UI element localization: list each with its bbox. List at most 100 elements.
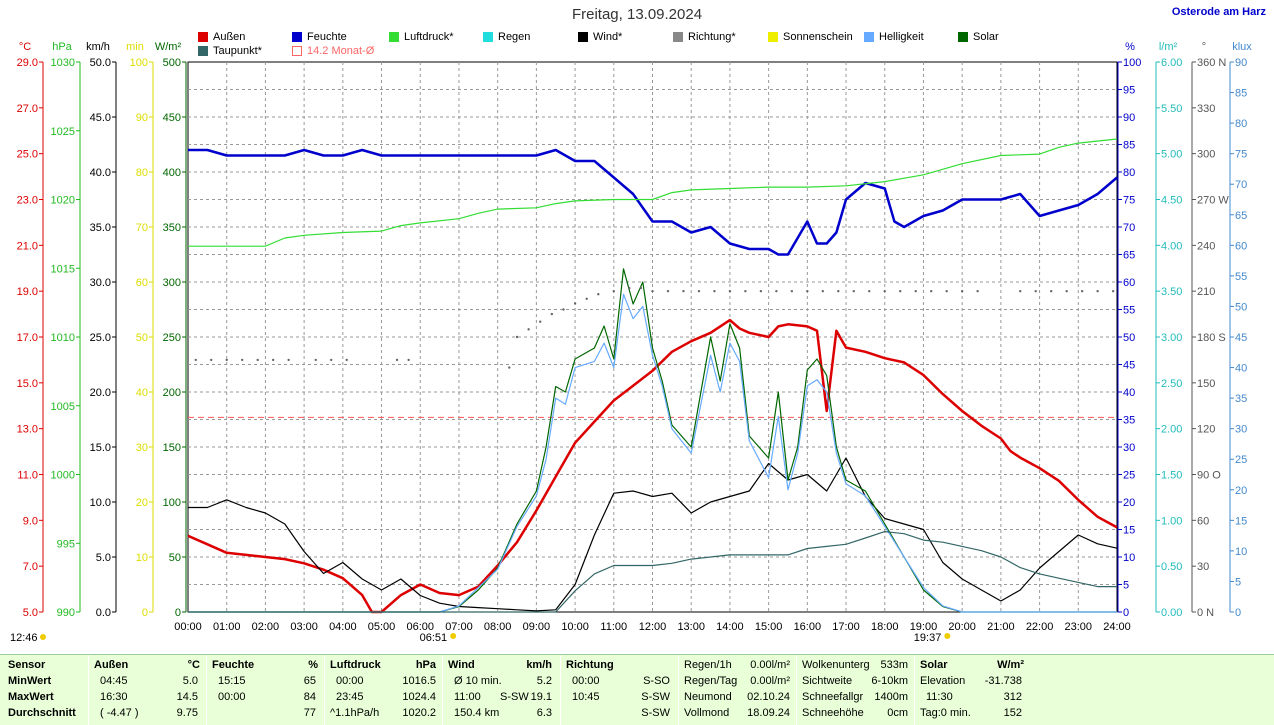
legend-swatch xyxy=(292,46,302,56)
feuchte-head: Feuchte xyxy=(212,659,255,671)
wolken-value: 533m xyxy=(880,659,908,671)
luftdruck-min-time: 00:00 xyxy=(336,675,364,687)
y-tick-label: 450 xyxy=(163,112,181,124)
direction-point xyxy=(1096,289,1099,293)
direction-point xyxy=(759,289,763,293)
y-tick-label: 30 xyxy=(1235,424,1247,436)
y-tick-label: 29.0 xyxy=(17,57,38,69)
legend-item: Helligkeit xyxy=(864,31,924,43)
direction-point xyxy=(666,289,670,293)
y-tick-label: 25.0 xyxy=(17,149,38,161)
legend-label: Regen xyxy=(498,31,531,43)
solar-head: Solar xyxy=(920,659,948,671)
y-tick-label: 150 xyxy=(163,442,181,454)
y-tick-label: 25.0 xyxy=(90,332,111,344)
y-tick-label: 300 xyxy=(163,277,181,289)
x-tick-label: 13:00 xyxy=(677,621,705,633)
direction-point xyxy=(713,289,716,293)
series-line xyxy=(188,268,1117,613)
legend-label: Luftdruck* xyxy=(404,31,454,43)
y-tick-label: 60 xyxy=(1235,240,1247,252)
solar-avg: 152 xyxy=(1003,707,1022,719)
y-tick-label: 5.0 xyxy=(23,607,38,619)
y-tick-label: 11.0 xyxy=(17,470,38,482)
legend-swatch xyxy=(768,32,778,42)
y-tick-label: 5.50 xyxy=(1161,103,1182,115)
aussen-unit: °C xyxy=(187,659,200,671)
richtung-max-time: 10:45 xyxy=(572,691,600,703)
direction-point xyxy=(550,312,554,316)
direction-point xyxy=(612,289,615,293)
axis-unit-label: °C xyxy=(19,41,31,53)
legend-item: Solar xyxy=(958,31,999,43)
legend-swatch xyxy=(864,32,874,42)
legend-swatch xyxy=(292,32,302,42)
y-tick-label: 100 xyxy=(1123,57,1141,69)
weather-chart: 00:00 01:00 02:00 03:00 04:00 05:00 06:00 07:00… xyxy=(10,41,1252,644)
y-tick-label: 85 xyxy=(1235,88,1247,100)
legend-item: Regen xyxy=(483,31,530,43)
y-tick-label: 15 xyxy=(1235,515,1247,527)
y-tick-label: 21.0 xyxy=(17,240,38,252)
sicht-label: Sichtweite xyxy=(802,675,853,687)
direction-point xyxy=(914,289,917,293)
legend-swatch xyxy=(673,32,683,42)
legend-label: Helligkeit xyxy=(879,31,924,43)
direction-point xyxy=(806,289,809,293)
y-tick-label: 50 xyxy=(1235,301,1247,313)
direction-point xyxy=(210,358,213,362)
axis-unit-label: W/m² xyxy=(155,41,182,53)
footer-stats: Sensor MinWert MaxWert Durchschnitt Auße… xyxy=(0,654,1274,725)
legend-swatch xyxy=(578,32,588,42)
y-tick-label: 5 xyxy=(1123,580,1129,592)
x-tick-label: 03:00 xyxy=(290,621,318,633)
solar-max-time: 11:30 xyxy=(926,691,953,703)
y-tick-label: 45 xyxy=(1123,360,1135,372)
luftdruck-trend: ^1.1hPa/h xyxy=(330,707,380,719)
sunrise-time: 06:51 xyxy=(420,632,448,644)
legend-item: Richtung* xyxy=(673,31,736,43)
y-tick-label: 25 xyxy=(1235,454,1247,466)
y-tick-label: 300 xyxy=(1197,149,1215,161)
y-tick-label: 75 xyxy=(1123,195,1135,207)
x-tick-label: 23:00 xyxy=(1065,621,1093,633)
y-tick-label: 0 xyxy=(1235,607,1241,619)
direction-point xyxy=(407,358,410,362)
direction-point xyxy=(639,286,643,290)
wind-max-time: 11:00 xyxy=(454,691,481,703)
y-tick-label: 35 xyxy=(1123,415,1135,427)
axis-unit-label: klux xyxy=(1232,41,1252,53)
direction-point xyxy=(585,297,588,301)
y-tick-label: 120 xyxy=(1197,424,1215,436)
y-tick-label: 15.0 xyxy=(90,442,111,454)
direction-point xyxy=(314,358,317,362)
luftdruck-unit: hPa xyxy=(415,659,436,671)
current-time-sun-icon xyxy=(40,634,46,640)
x-tick-label: 16:00 xyxy=(794,621,822,633)
y-tick-label: 90 O xyxy=(1197,470,1221,482)
y-tick-label: 10 xyxy=(1235,546,1247,558)
sicht-value: 6-10km xyxy=(871,675,908,687)
y-tick-label: 65 xyxy=(1123,250,1135,262)
y-tick-label: 25 xyxy=(1123,470,1135,482)
regentag-label: Regen/Tag xyxy=(684,675,738,687)
y-tick-label: 35.0 xyxy=(90,222,111,234)
direction-point xyxy=(883,289,886,293)
x-tick-label: 04:00 xyxy=(329,621,357,633)
wind-max-dir: S-SW xyxy=(500,691,529,703)
y-tick-label: 2.50 xyxy=(1161,378,1182,390)
direction-point xyxy=(697,289,701,293)
x-tick-label: 00:00 xyxy=(174,621,202,633)
row-max: MaxWert xyxy=(8,691,54,703)
axis-unit-label: l/m² xyxy=(1159,41,1178,53)
legend-item: Feuchte xyxy=(292,31,347,43)
x-tick-label: 06:00 xyxy=(406,621,434,633)
y-tick-label: 70 xyxy=(1123,222,1135,234)
feuchte-unit: % xyxy=(308,659,318,671)
feuchte-max-time: 00:00 xyxy=(218,691,246,703)
wind-head: Wind xyxy=(448,659,475,671)
direction-point xyxy=(682,289,685,293)
legend-item: Außen xyxy=(198,31,245,43)
y-tick-label: 250 xyxy=(163,332,181,344)
direction-point xyxy=(573,302,577,305)
